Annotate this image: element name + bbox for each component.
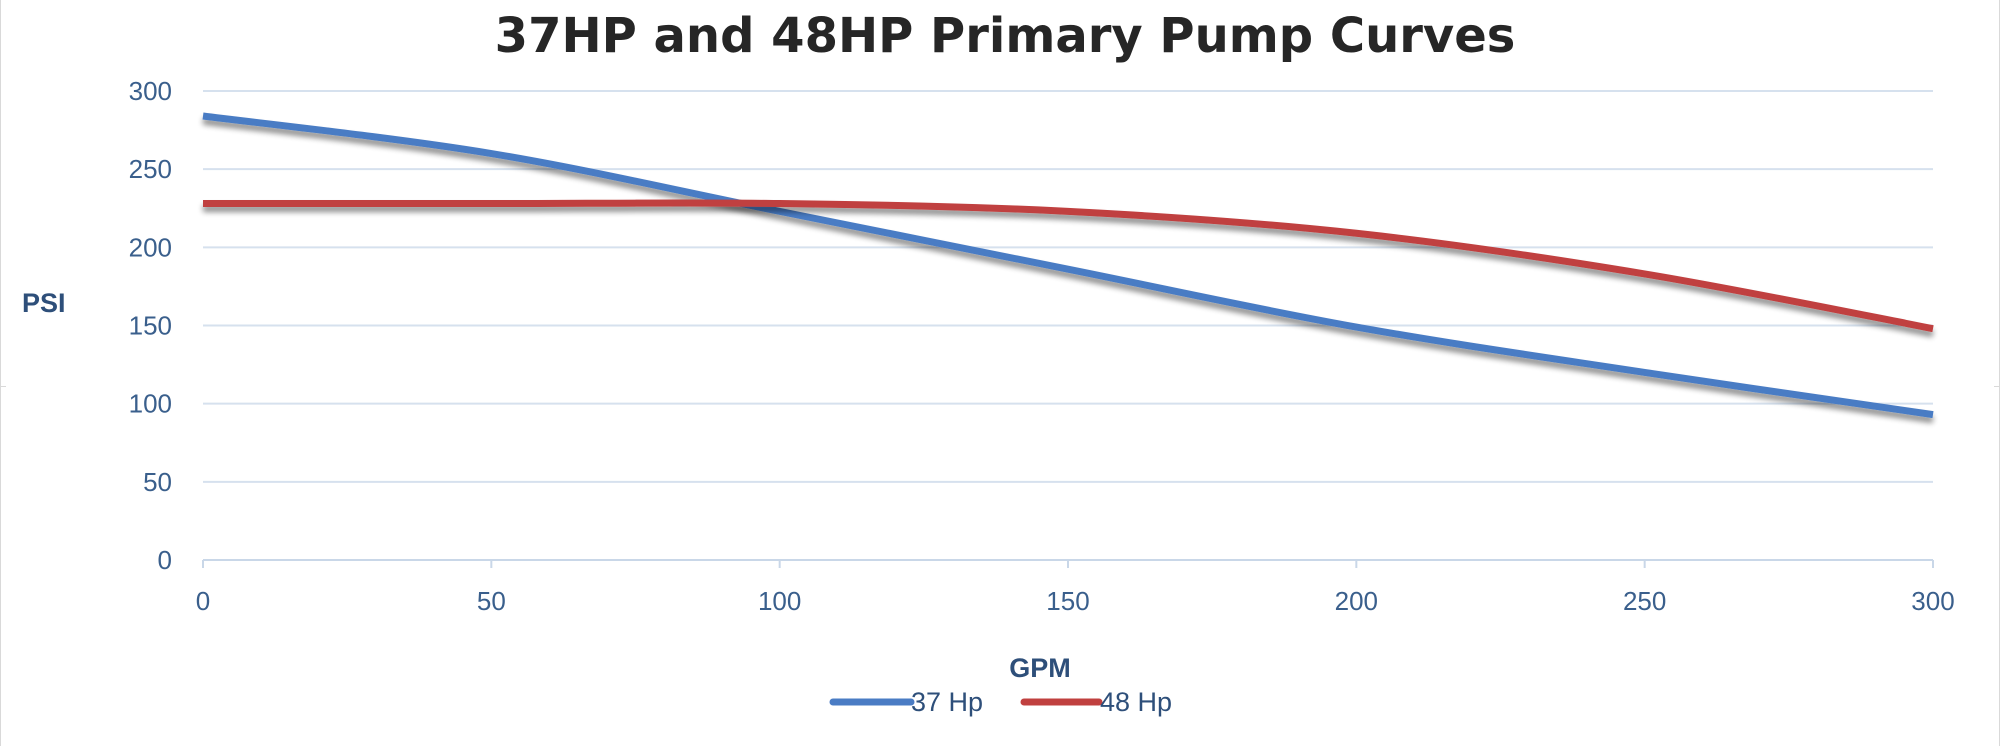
x-tick-label: 150 (1046, 586, 1089, 616)
series-line-37-hp (202, 112, 1934, 419)
chart-frame-left-tick (0, 386, 6, 387)
legend-label-48hp: 48 Hp (1100, 687, 1172, 717)
x-tick-label: 50 (477, 586, 506, 616)
chart-frame-right-tick (1994, 386, 2000, 387)
y-axis-title: PSI (22, 288, 66, 318)
y-axis-tick-labels: 0 50 100 150 200 250 300 (129, 76, 172, 575)
series-line-48-hp (202, 199, 1934, 333)
chart-title: 37HP and 48HP Primary Pump Curves (495, 8, 1516, 64)
data-series (202, 112, 1934, 419)
y-tick-label: 300 (129, 76, 172, 106)
x-axis-title: GPM (1009, 653, 1071, 683)
y-tick-label: 150 (129, 311, 172, 341)
y-tick-label: 50 (143, 467, 172, 497)
x-tick-label: 300 (1911, 586, 1954, 616)
legend: 37 Hp 48 Hp (829, 687, 1172, 717)
x-axis-tick-labels: 0 50 100 150 200 250 300 (196, 586, 1955, 616)
legend-label-37hp: 37 Hp (911, 687, 983, 717)
x-tick-label: 0 (196, 586, 210, 616)
y-tick-label: 100 (129, 389, 172, 419)
y-tick-label: 250 (129, 154, 172, 184)
y-tick-label: 0 (158, 545, 172, 575)
gridlines (202, 90, 1934, 568)
x-tick-label: 100 (758, 586, 801, 616)
chart-frame-left-edge (0, 0, 1, 746)
y-tick-label: 200 (129, 232, 172, 262)
x-tick-label: 250 (1623, 586, 1666, 616)
x-tick-label: 200 (1335, 586, 1378, 616)
